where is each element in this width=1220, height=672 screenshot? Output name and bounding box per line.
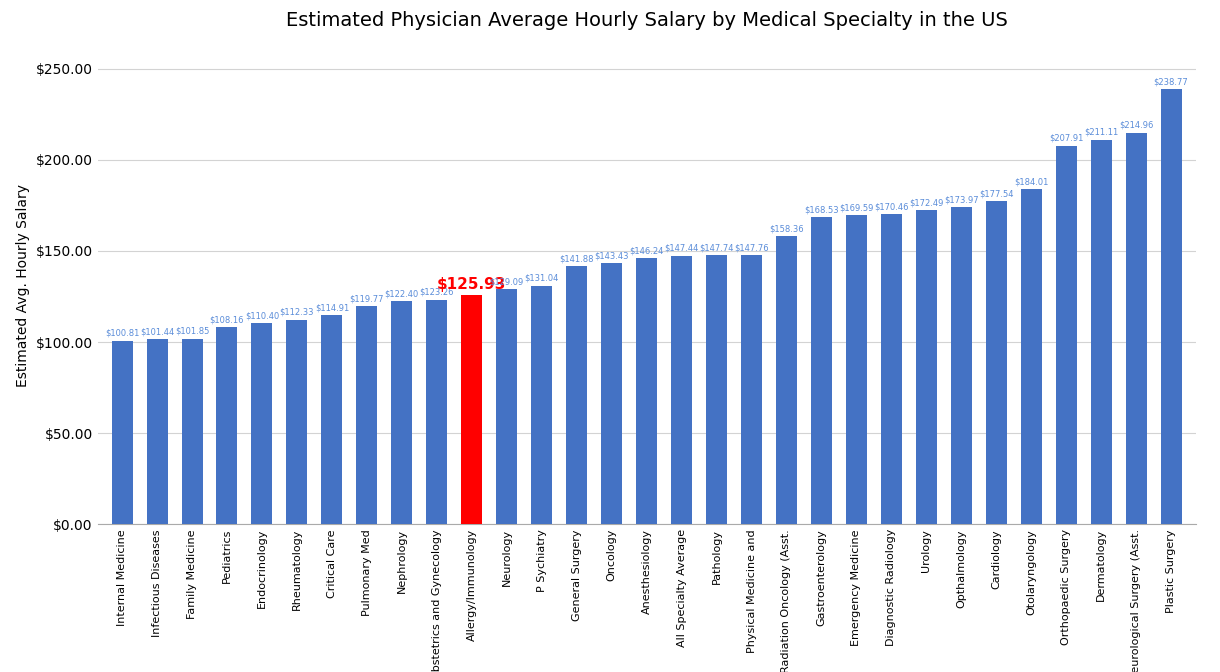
Bar bbox=[706, 255, 727, 524]
Bar bbox=[251, 323, 272, 524]
Text: $110.40: $110.40 bbox=[245, 311, 279, 321]
Bar bbox=[671, 255, 692, 524]
Bar bbox=[216, 327, 238, 524]
Text: $238.77: $238.77 bbox=[1154, 77, 1188, 87]
Text: $146.24: $146.24 bbox=[630, 246, 664, 255]
Text: $211.11: $211.11 bbox=[1085, 128, 1119, 137]
Title: Estimated Physician Average Hourly Salary by Medical Specialty in the US: Estimated Physician Average Hourly Salar… bbox=[285, 11, 1008, 30]
Bar bbox=[426, 300, 448, 524]
Bar bbox=[392, 301, 412, 524]
Text: $147.74: $147.74 bbox=[699, 243, 733, 253]
Text: $122.40: $122.40 bbox=[384, 290, 418, 298]
Text: $100.81: $100.81 bbox=[105, 329, 139, 338]
Text: $114.91: $114.91 bbox=[315, 303, 349, 312]
Text: $101.85: $101.85 bbox=[174, 327, 209, 336]
Bar bbox=[811, 217, 832, 524]
Text: $169.59: $169.59 bbox=[839, 204, 874, 212]
Bar bbox=[881, 214, 902, 524]
Bar bbox=[146, 339, 167, 524]
Text: $147.44: $147.44 bbox=[665, 244, 699, 253]
Text: $131.04: $131.04 bbox=[525, 274, 559, 283]
Bar bbox=[601, 263, 622, 524]
Text: $147.76: $147.76 bbox=[734, 243, 769, 253]
Bar bbox=[1091, 140, 1111, 524]
Bar bbox=[531, 286, 553, 524]
Text: $207.91: $207.91 bbox=[1049, 134, 1083, 143]
Text: $170.46: $170.46 bbox=[874, 202, 909, 211]
Text: $123.26: $123.26 bbox=[420, 288, 454, 297]
Text: $214.96: $214.96 bbox=[1119, 121, 1153, 130]
Bar bbox=[950, 208, 972, 524]
Bar bbox=[461, 295, 482, 524]
Bar bbox=[497, 289, 517, 524]
Text: $119.77: $119.77 bbox=[350, 294, 384, 303]
Bar bbox=[1160, 89, 1182, 524]
Text: $168.53: $168.53 bbox=[804, 206, 839, 214]
Text: $141.88: $141.88 bbox=[560, 254, 594, 263]
Bar bbox=[776, 236, 797, 524]
Text: $172.49: $172.49 bbox=[909, 198, 943, 208]
Bar bbox=[1126, 132, 1147, 524]
Bar bbox=[356, 306, 377, 524]
Text: $158.36: $158.36 bbox=[769, 224, 804, 233]
Bar bbox=[986, 201, 1006, 524]
Text: $184.01: $184.01 bbox=[1014, 177, 1048, 186]
Text: $173.97: $173.97 bbox=[944, 196, 978, 204]
Bar bbox=[287, 320, 307, 524]
Bar bbox=[111, 341, 133, 524]
Bar bbox=[741, 255, 762, 524]
Bar bbox=[636, 258, 658, 524]
Y-axis label: Estimated Avg. Hourly Salary: Estimated Avg. Hourly Salary bbox=[16, 184, 30, 387]
Text: $125.93: $125.93 bbox=[437, 277, 506, 292]
Bar bbox=[845, 215, 867, 524]
Text: $143.43: $143.43 bbox=[594, 251, 628, 260]
Text: $101.44: $101.44 bbox=[140, 328, 174, 337]
Text: $129.09: $129.09 bbox=[489, 278, 523, 286]
Text: $108.16: $108.16 bbox=[210, 315, 244, 325]
Text: $177.54: $177.54 bbox=[978, 189, 1014, 198]
Bar bbox=[182, 339, 203, 524]
Bar bbox=[1021, 189, 1042, 524]
Text: $112.33: $112.33 bbox=[279, 308, 315, 317]
Bar bbox=[566, 266, 587, 524]
Bar bbox=[321, 315, 343, 524]
Bar bbox=[916, 210, 937, 524]
Bar bbox=[1055, 146, 1077, 524]
